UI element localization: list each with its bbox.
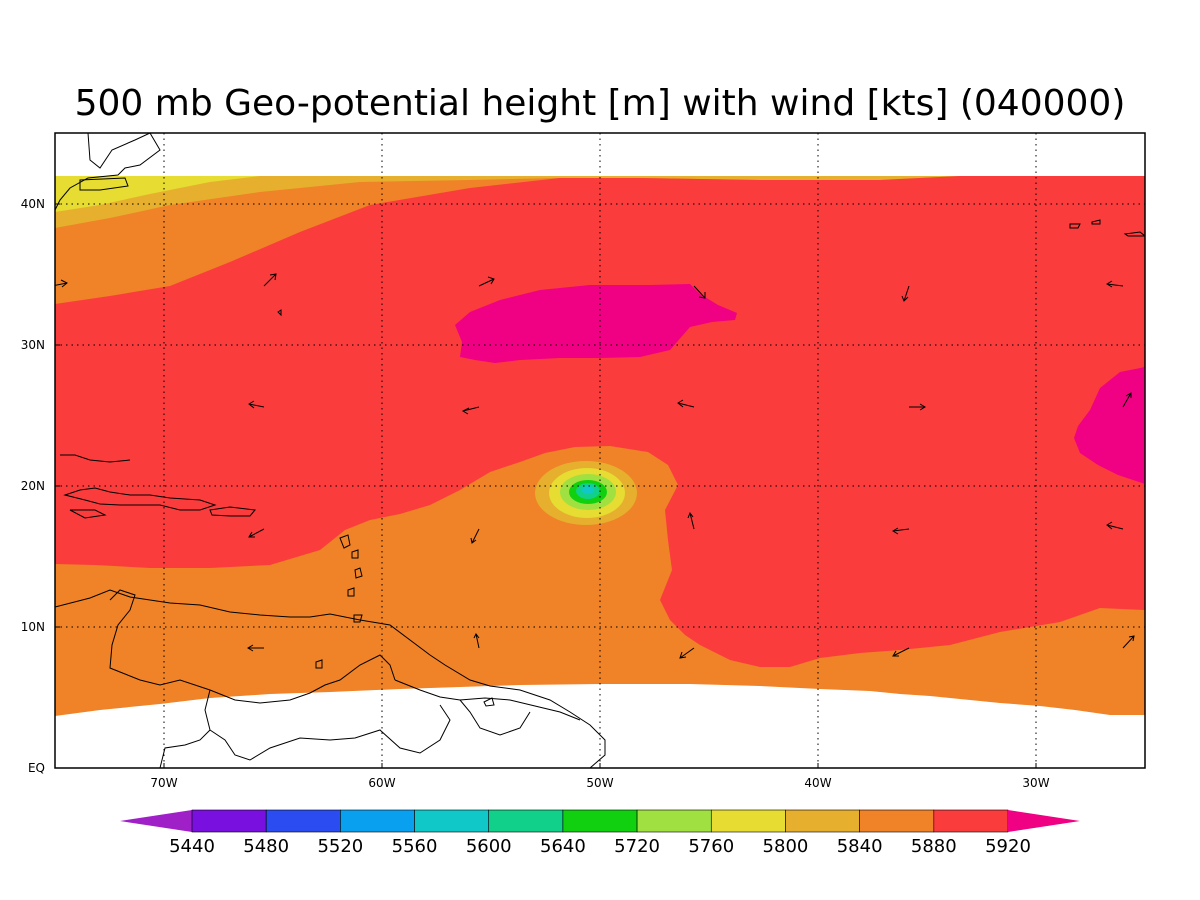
x-tick-label: 30W bbox=[1022, 776, 1049, 790]
colorbar-swatch bbox=[488, 809, 564, 833]
colorbar-label: 5880 bbox=[911, 836, 957, 857]
colorbar-label: 5520 bbox=[317, 836, 363, 857]
colorbar-label: 5640 bbox=[540, 836, 586, 857]
low-pressure-center bbox=[535, 461, 637, 525]
graticule bbox=[55, 133, 1145, 768]
y-tick-label: 20N bbox=[21, 479, 45, 493]
x-tick-label: 60W bbox=[368, 776, 395, 790]
y-axis-labels: EQ 10N 20N 30N 40N bbox=[21, 197, 45, 775]
colorbar-swatch bbox=[785, 809, 860, 833]
band-5760-5800 bbox=[55, 176, 260, 212]
y-tick-label: 40N bbox=[21, 197, 45, 211]
x-tick-label: 50W bbox=[586, 776, 613, 790]
colorbar-swatch bbox=[191, 809, 267, 833]
colorbar-swatch bbox=[562, 809, 638, 833]
colorbar-swatch bbox=[414, 809, 490, 833]
wind-arrow bbox=[263, 273, 277, 287]
colorbar-label: 5920 bbox=[985, 836, 1031, 857]
wind-arrow bbox=[687, 511, 695, 530]
wind-arrow bbox=[892, 647, 910, 657]
colorbar-swatch bbox=[340, 809, 415, 833]
wind-arrow bbox=[247, 644, 264, 652]
x-tick-label: 40W bbox=[804, 776, 831, 790]
wind-vectors bbox=[55, 273, 1135, 659]
colorbar-label: 5480 bbox=[243, 836, 289, 857]
colorbar-label: 5800 bbox=[763, 836, 809, 857]
colorbar: 5440 5480 5520 5560 5600 5640 5720 5760 5800 5840… bbox=[120, 809, 1080, 857]
y-tick-label: EQ bbox=[28, 761, 45, 775]
colorbar-label: 5760 bbox=[688, 836, 734, 857]
y-tick-label: 10N bbox=[21, 620, 45, 634]
colorbar-swatch bbox=[933, 809, 1009, 833]
colorbar-swatch bbox=[859, 809, 935, 833]
wind-arrow bbox=[677, 399, 695, 408]
tick-marks bbox=[55, 203, 1037, 768]
wind-arrow bbox=[478, 276, 495, 287]
wind-arrow bbox=[1122, 392, 1132, 408]
wind-arrow bbox=[248, 400, 265, 409]
colorbar-swatch bbox=[265, 809, 341, 833]
colorbar-swatch bbox=[1008, 810, 1080, 832]
wind-arrow bbox=[1106, 280, 1124, 288]
wind-arrow bbox=[1106, 521, 1124, 530]
map-title: 500 mb Geo-potential height [m] with win… bbox=[75, 83, 1126, 124]
x-axis-labels: 70W 60W 50W 40W 30W bbox=[150, 776, 1049, 790]
wind-arrow bbox=[892, 527, 910, 535]
x-tick-label: 70W bbox=[150, 776, 177, 790]
wind-arrow bbox=[470, 528, 480, 544]
band-5880-5920 bbox=[55, 176, 1145, 667]
y-tick-label: 30N bbox=[21, 338, 45, 352]
colorbar-label: 5560 bbox=[392, 836, 438, 857]
colorbar-label: 5600 bbox=[466, 836, 512, 857]
wind-arrow bbox=[1122, 635, 1135, 649]
wind-arrow bbox=[693, 285, 706, 299]
wind-arrow bbox=[473, 633, 480, 649]
wind-arrow bbox=[248, 528, 265, 538]
colorbar-swatch bbox=[120, 810, 192, 832]
band-above-5920-north bbox=[455, 284, 737, 363]
colorbar-label: 5720 bbox=[614, 836, 660, 857]
height-field bbox=[55, 133, 1145, 768]
band-above-5920-east bbox=[1074, 367, 1145, 484]
colorbar-label: 5440 bbox=[169, 836, 215, 857]
wind-arrow bbox=[461, 406, 480, 415]
colorbar-swatch bbox=[636, 809, 712, 833]
colorbar-swatch bbox=[710, 809, 786, 833]
colorbar-label: 5840 bbox=[837, 836, 883, 857]
wind-arrow bbox=[901, 285, 910, 302]
wind-arrow bbox=[679, 647, 695, 659]
wind-arrow bbox=[909, 403, 926, 411]
wind-arrow bbox=[55, 279, 68, 288]
coastlines bbox=[55, 133, 1145, 768]
